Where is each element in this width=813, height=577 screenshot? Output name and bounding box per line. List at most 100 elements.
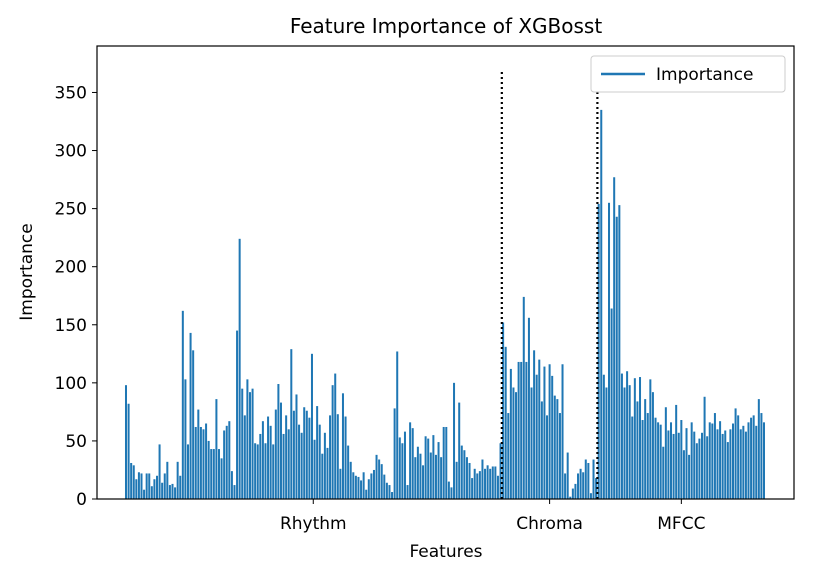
bar-rhythm	[233, 485, 236, 499]
bar-rhythm	[155, 475, 158, 499]
bar-rhythm	[292, 410, 295, 499]
bar-chroma	[582, 472, 585, 499]
bar-rhythm	[212, 449, 215, 499]
bar-rhythm	[205, 423, 208, 499]
bar-mfcc	[747, 422, 750, 499]
bar-rhythm	[450, 487, 453, 499]
bar-rhythm	[419, 453, 422, 499]
legend-label: Importance	[656, 65, 753, 85]
bar-mfcc	[626, 371, 629, 499]
y-tick-label: 300	[55, 142, 87, 162]
bar-chroma	[595, 478, 598, 499]
x-tick-label: MFCC	[657, 514, 705, 534]
bar-rhythm	[486, 465, 489, 499]
bar-mfcc	[672, 433, 675, 499]
bar-rhythm	[398, 437, 401, 499]
bar-rhythm	[406, 485, 409, 499]
bar-rhythm	[316, 406, 319, 499]
bar-rhythm	[440, 457, 443, 499]
y-tick-label: 0	[76, 490, 87, 510]
bar-rhythm	[251, 388, 254, 499]
bar-mfcc	[682, 450, 685, 499]
bar-rhythm	[347, 445, 350, 499]
bar-mfcc	[667, 430, 670, 499]
bar-rhythm	[189, 332, 192, 499]
bar-rhythm	[267, 416, 270, 499]
bar-rhythm	[153, 479, 156, 499]
bar-mfcc	[752, 415, 755, 499]
bar-rhythm	[403, 431, 406, 499]
bar-rhythm	[323, 432, 326, 499]
bar-rhythm	[447, 481, 450, 499]
bar-mfcc	[757, 399, 760, 499]
bar-mfcc	[750, 417, 753, 499]
y-tick-label: 350	[55, 83, 87, 103]
bar-rhythm	[471, 478, 474, 499]
bar-rhythm	[220, 458, 223, 499]
bar-chroma	[564, 473, 567, 499]
bar-rhythm	[362, 472, 365, 499]
bar-chroma	[540, 401, 543, 499]
bar-rhythm	[494, 466, 497, 499]
bar-chroma	[577, 473, 580, 499]
bar-mfcc	[732, 423, 735, 499]
bar-rhythm	[367, 479, 370, 499]
bar-mfcc	[711, 423, 714, 499]
bar-chroma	[589, 493, 592, 499]
bar-chroma	[569, 496, 572, 499]
bar-rhythm	[228, 421, 231, 499]
bar-mfcc	[762, 422, 765, 499]
bar-mfcc	[633, 378, 636, 499]
bar-chroma	[546, 415, 549, 499]
bar-rhythm	[145, 473, 148, 499]
bar-mfcc	[744, 431, 747, 499]
bar-rhythm	[496, 475, 499, 499]
bar-rhythm	[455, 461, 458, 499]
bar-chroma	[548, 364, 551, 499]
bar-chroma	[571, 488, 574, 499]
bar-chroma	[592, 459, 595, 499]
bar-chroma	[551, 375, 554, 499]
bar-mfcc	[708, 422, 711, 499]
bar-rhythm	[401, 443, 404, 499]
bar-rhythm	[385, 482, 388, 499]
bar-rhythm	[254, 443, 257, 499]
bar-mfcc	[610, 308, 613, 499]
bar-rhythm	[168, 485, 171, 499]
bar-rhythm	[223, 430, 226, 499]
bar-mfcc	[693, 431, 696, 499]
bar-mfcc	[600, 109, 603, 499]
bar-rhythm	[215, 399, 218, 499]
x-axis: Rhythm Chroma MFCC	[280, 499, 705, 534]
bar-chroma	[509, 368, 512, 499]
bar-mfcc	[755, 425, 758, 499]
bar-rhythm	[298, 424, 301, 499]
bar-rhythm	[334, 373, 337, 499]
bar-rhythm	[310, 353, 313, 499]
bar-rhythm	[207, 440, 210, 499]
bar-rhythm	[365, 489, 368, 499]
bar-rhythm	[344, 416, 347, 499]
bar-rhythm	[380, 464, 383, 499]
bar-mfcc	[597, 203, 600, 499]
bar-chroma	[535, 374, 538, 499]
bar-rhythm	[409, 422, 412, 499]
bars-group	[124, 109, 765, 499]
bar-rhythm	[264, 443, 267, 499]
bar-rhythm	[124, 385, 127, 499]
bar-rhythm	[429, 452, 432, 499]
bar-chroma	[574, 483, 577, 499]
bar-rhythm	[313, 439, 316, 499]
bar-rhythm	[282, 433, 285, 499]
bar-rhythm	[326, 447, 329, 499]
y-tick-label: 150	[55, 316, 87, 336]
bar-rhythm	[329, 415, 332, 499]
bar-rhythm	[261, 421, 264, 499]
bar-mfcc	[657, 422, 660, 499]
bar-rhythm	[308, 417, 311, 499]
bar-rhythm	[383, 474, 386, 499]
bar-rhythm	[259, 433, 262, 499]
bar-rhythm	[210, 449, 213, 499]
bar-chroma	[515, 392, 518, 499]
bar-chroma	[561, 364, 564, 499]
